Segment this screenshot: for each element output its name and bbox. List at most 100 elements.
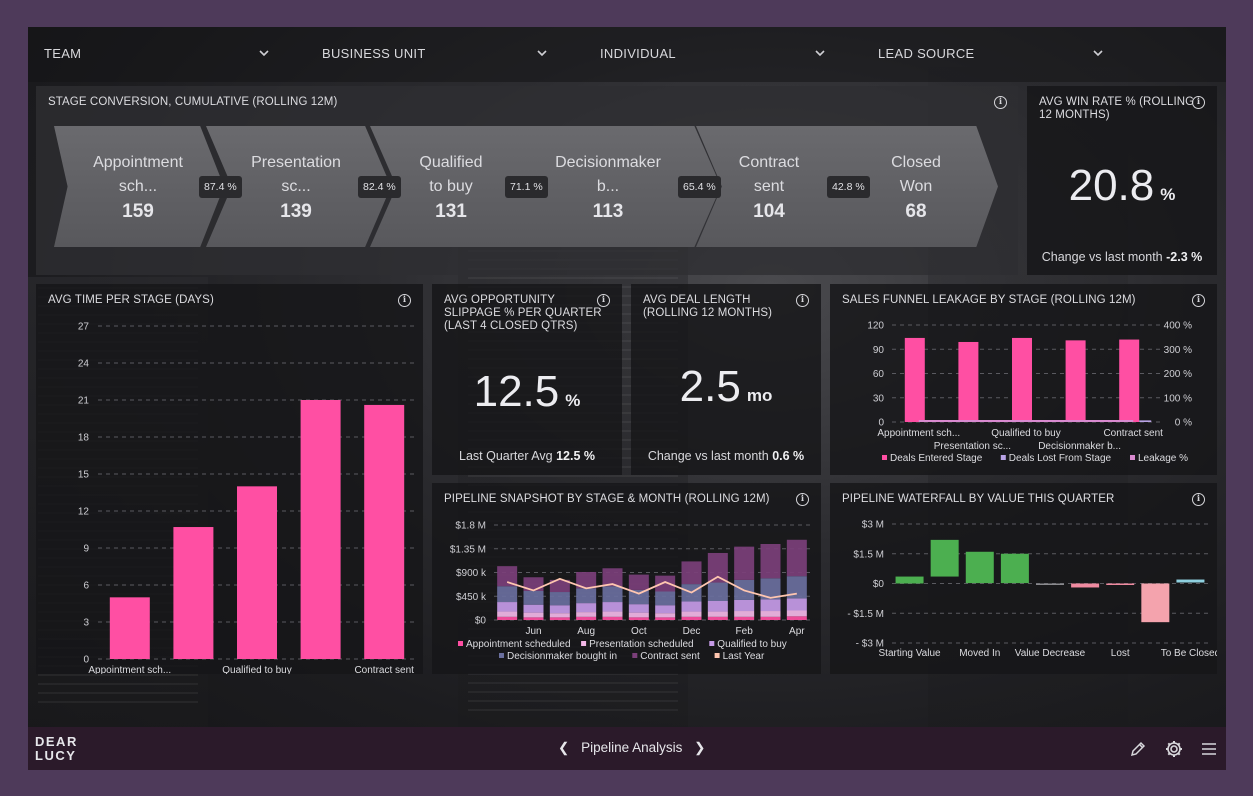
info-icon[interactable]: i [597, 294, 610, 307]
panel-title: STAGE CONVERSION, CUMULATIVE (ROLLING 12… [48, 96, 338, 108]
x-tick-label: Dec [683, 626, 701, 637]
bar [1119, 339, 1140, 422]
x-tick-label: Value Decrease [1015, 648, 1086, 659]
stage-value: 68 [905, 201, 927, 222]
stacked-bar-segment [602, 586, 623, 603]
stacked-bar-segment [549, 613, 570, 618]
stacked-bar-segment [707, 552, 728, 583]
stacked-bar-segment [655, 613, 676, 618]
stacked-bar-segment [576, 612, 597, 617]
stacked-bar-segment [628, 612, 649, 618]
stacked-bar-segment [760, 599, 781, 612]
stacked-bar-segment [786, 539, 807, 577]
y2-tick-label: 0 % [1175, 418, 1192, 429]
stage-conversion-panel: STAGE CONVERSION, CUMULATIVE (ROLLING 12… [36, 86, 1018, 275]
slippage-panel: AVG OPPORTUNITY SLIPPAGE % PER QUARTER (LA… [432, 284, 622, 475]
legend-swatch [709, 641, 715, 646]
legend-swatch [1000, 455, 1006, 460]
time-per-stage-panel: AVG TIME PER STAGE (DAYS) i 0 3 6 9 12 15 18 21… [36, 284, 423, 674]
y-tick-label: $450 k [456, 592, 487, 603]
x-tick-label: Presentation sc... [934, 441, 1011, 452]
info-icon[interactable]: i [796, 493, 809, 506]
panel-title: AVG OPPORTUNITY SLIPPAGE % PER QUARTER (LA… [444, 294, 602, 332]
x-tick-label: Decisionmaker b... [1038, 441, 1121, 452]
chevron-down-icon [815, 50, 825, 57]
legend-swatch [499, 653, 504, 658]
x-tick-label: Aug [577, 626, 595, 637]
stacked-bar-segment [786, 616, 807, 620]
y-tick-label: 30 [873, 393, 885, 404]
panel-title: AVG TIME PER STAGE (DAYS) [48, 294, 214, 306]
waterfall-bar [1106, 583, 1135, 585]
bar [1139, 420, 1152, 422]
stacked-bar-segment [760, 616, 781, 620]
waterfall-bar [1071, 583, 1100, 588]
x-tick-label: Apr [789, 626, 805, 637]
y-tick-label: $1.35 M [450, 544, 486, 555]
stacked-bar-segment [734, 599, 755, 612]
filter-team[interactable]: TEAM [44, 46, 270, 64]
legend-label: Presentation scheduled [589, 639, 694, 650]
bar [958, 341, 979, 422]
info-icon[interactable]: i [796, 294, 809, 307]
win-rate-panel: AVG WIN RATE % (ROLLING 12 MONTHS) i 20.8… [1027, 86, 1217, 275]
stacked-bar-segment [760, 611, 781, 617]
pipeline-waterfall-chart: - $3 M - $1.5 M $0 $1.5 M $3 M Starting Value… [847, 520, 1217, 660]
conversion-rate-badge: 65.4 % [678, 176, 721, 198]
stacked-bar-segment [786, 576, 807, 599]
info-icon[interactable]: i [1192, 96, 1205, 109]
stacked-bar-segment [707, 616, 728, 620]
y-tick-label: 9 [83, 544, 89, 555]
stacked-bar-segment [497, 566, 518, 587]
y-tick-label: 0 [83, 655, 89, 666]
bottom-bar: DEAR LUCY ❮ Pipeline Analysis ❯ [28, 727, 1226, 770]
bar [173, 527, 214, 659]
filter-individual[interactable]: INDIVIDUAL [600, 46, 826, 64]
filter-business-unit[interactable]: BUSINESS UNIT [322, 46, 548, 64]
bar [300, 400, 341, 659]
stacked-bar-segment [549, 579, 570, 593]
stacked-bar-segment [576, 603, 597, 613]
filter-label: BUSINESS UNIT [322, 46, 426, 61]
legend-swatch [632, 653, 638, 658]
y-tick-label: 15 [78, 470, 90, 481]
stacked-bar-segment [549, 605, 570, 614]
stacked-bar-segment [523, 617, 544, 620]
info-icon[interactable]: i [994, 96, 1007, 109]
stacked-bar-segment [681, 601, 702, 612]
dear-lucy-logo[interactable]: DEAR LUCY [35, 734, 78, 763]
stacked-bar-segment [655, 617, 676, 620]
previous-page-button[interactable]: ❮ [558, 740, 570, 755]
panel-title: PIPELINE WATERFALL BY VALUE THIS QUARTER [842, 493, 1115, 505]
stacked-bar-segment [549, 592, 570, 606]
y-tick-label: 6 [83, 581, 89, 592]
conversion-rate-badge: 42.8 % [827, 176, 870, 198]
menu-icon[interactable] [1199, 739, 1219, 759]
waterfall-bar [965, 551, 994, 584]
stacked-bar-segment [602, 602, 623, 612]
filter-lead-source[interactable]: LEAD SOURCE [878, 46, 1104, 64]
stacked-bar-segment [786, 598, 807, 611]
info-icon[interactable]: i [1192, 294, 1205, 307]
conversion-rate-badge: 87.4 % [199, 176, 242, 198]
info-icon[interactable]: i [1192, 493, 1205, 506]
chevron-down-icon [259, 50, 269, 57]
next-page-button[interactable]: ❯ [694, 740, 706, 755]
pencil-icon[interactable] [1128, 739, 1148, 759]
legend-label: Deals Lost From Stage [1009, 453, 1112, 464]
stacked-bar-segment [497, 586, 518, 603]
bar [1065, 340, 1086, 422]
y2-tick-label: 100 % [1164, 393, 1192, 404]
stage-chevron[interactable] [54, 126, 224, 247]
stacked-bar-segment [602, 568, 623, 587]
info-icon[interactable]: i [398, 294, 411, 307]
gear-icon[interactable] [1164, 739, 1184, 759]
y-tick-label: $1.8 M [455, 521, 486, 532]
waterfall-bar [895, 576, 924, 584]
legend-swatch [458, 641, 463, 646]
x-tick-label: Jun [525, 626, 541, 637]
slippage-value: 12.5% [473, 367, 581, 416]
y-tick-label: 21 [78, 396, 90, 407]
stacked-bar-segment [786, 610, 807, 617]
